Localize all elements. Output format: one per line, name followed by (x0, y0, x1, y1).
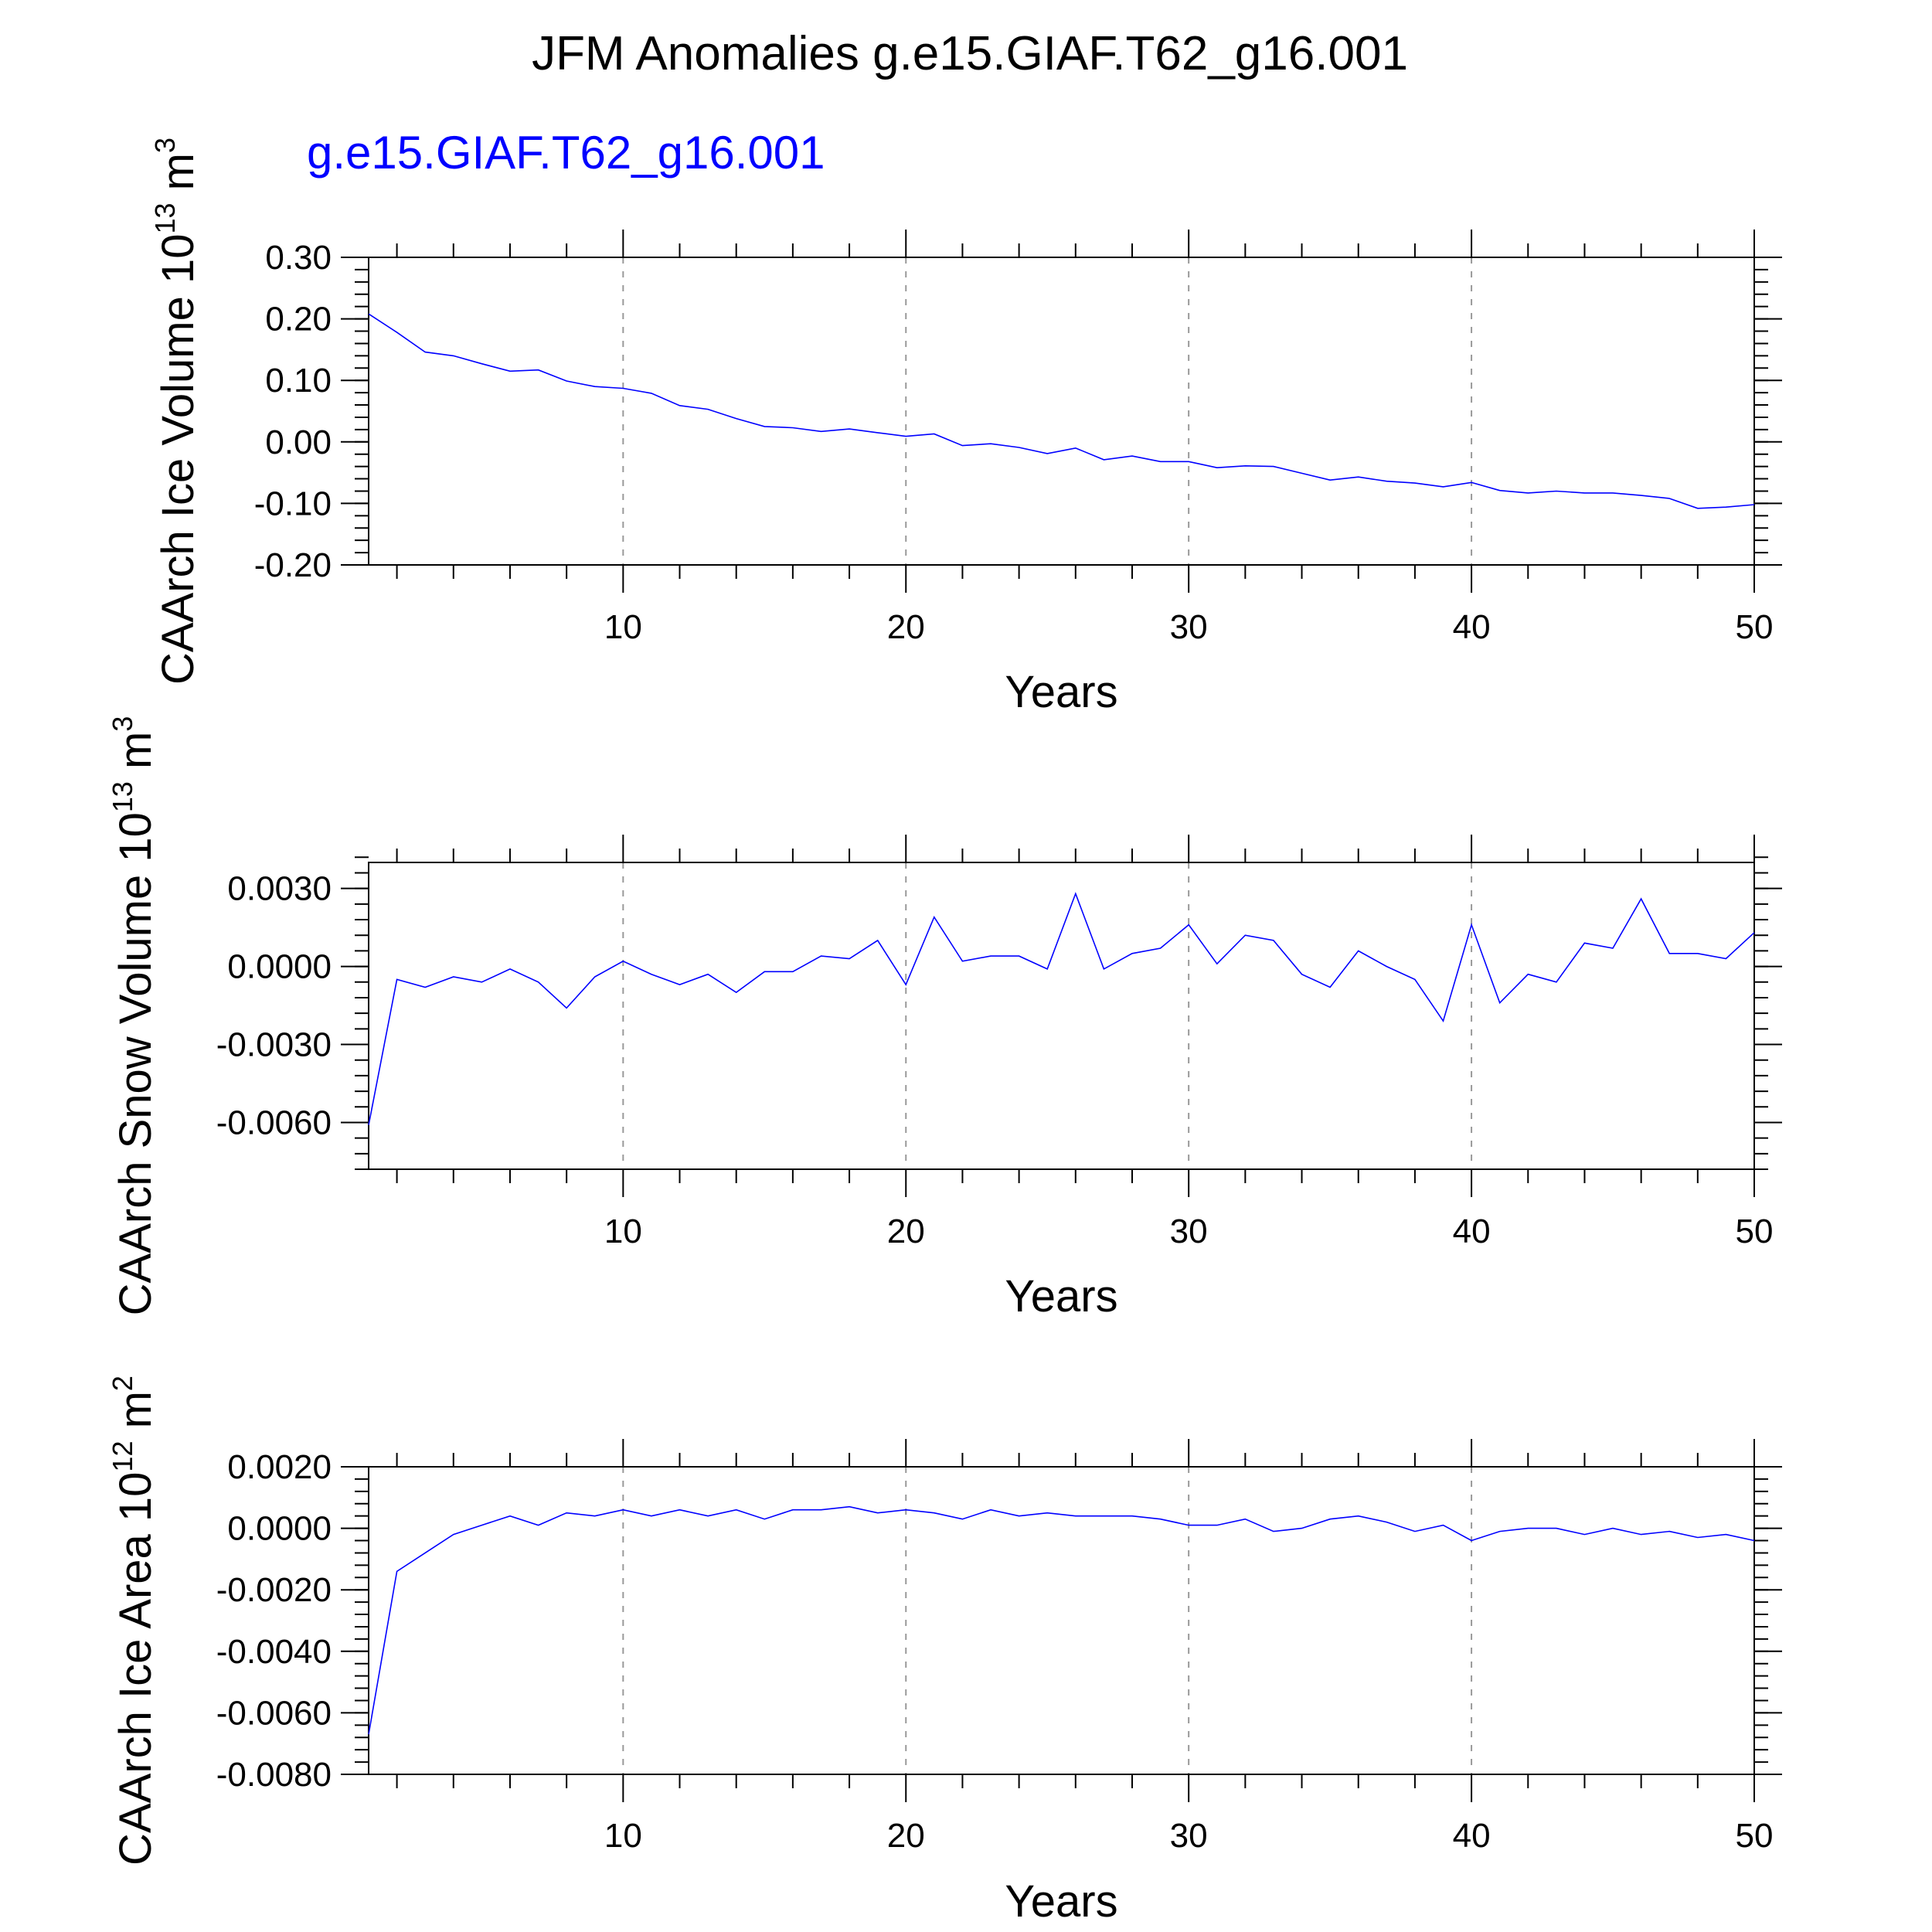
y-tick-label: -0.10 (254, 485, 332, 522)
y-axis-label-name: CAArch Ice Area 10 (111, 1472, 161, 1866)
chart-title: JFM Anomalies g.e15.GIAF.T62_g16.001 (532, 27, 1408, 80)
plot-frame (368, 1466, 1755, 1775)
x-tick-label: 40 (1453, 608, 1491, 646)
x-tick-label: 30 (1170, 608, 1208, 646)
y-tick-label: 0.30 (265, 239, 332, 277)
chart-panel-3: 10 20 30 40 50 0.0020 0.0000 -0.0020 -0.0040 -0.0… (107, 1376, 1782, 1927)
plot-frame (368, 862, 1755, 1170)
x-tick-label: 30 (1170, 1817, 1208, 1855)
x-tick-label: 50 (1736, 1817, 1774, 1855)
y-tick-label: -0.0030 (216, 1026, 332, 1064)
y-tick-label: -0.0060 (216, 1694, 332, 1732)
data-series-line (368, 1505, 1755, 1735)
y-axis-label-exponent: 13 (107, 781, 138, 812)
y-tick-label: 0.20 (265, 301, 332, 338)
x-tick-label: 20 (887, 608, 925, 646)
y-tick-label: 0.10 (265, 362, 332, 400)
y-axis-label-unit-exponent: 2 (107, 1376, 138, 1391)
x-tick-label: 20 (887, 1817, 925, 1855)
y-tick-label: -0.20 (254, 546, 332, 584)
y-tick-label: 0.0000 (227, 1510, 332, 1548)
chart-panel-2: 10 20 30 40 50 0.0030 0.0000 -0.0030 -0.0060 Year… (107, 716, 1782, 1321)
y-axis-label: CAArch Ice Volume 1013 m3 (149, 138, 203, 685)
y-axis-label-unit-exponent: 3 (149, 138, 181, 153)
x-tick-label: 40 (1453, 1817, 1491, 1855)
y-axis-label: CAArch Ice Area 1012 m2 (107, 1376, 161, 1866)
y-axis-label-unit-exponent: 3 (107, 716, 138, 732)
y-axis-label-name: CAArch Ice Volume 10 (153, 234, 203, 685)
y-tick-label: -0.0060 (216, 1104, 332, 1141)
x-tick-label: 50 (1736, 608, 1774, 646)
y-tick-label: -0.0080 (216, 1756, 332, 1794)
x-axis-label: Years (1005, 667, 1117, 717)
y-tick-label: 0.0000 (227, 948, 332, 986)
data-series-line (368, 892, 1755, 1125)
y-axis-label-exponent: 12 (107, 1441, 138, 1472)
y-tick-label: 0.00 (265, 423, 332, 461)
x-axis-label: Years (1005, 1271, 1117, 1321)
y-tick-label: 0.0020 (227, 1448, 332, 1486)
x-tick-label: 50 (1736, 1213, 1774, 1250)
x-tick-label: 40 (1453, 1213, 1491, 1250)
y-tick-label: -0.0020 (216, 1571, 332, 1609)
y-tick-label: 0.0030 (227, 870, 332, 908)
y-axis-label-exponent: 13 (149, 202, 181, 233)
x-tick-label: 20 (887, 1213, 925, 1250)
plot-frame (368, 257, 1755, 566)
x-tick-label: 10 (604, 1213, 642, 1250)
data-series-line (368, 313, 1755, 509)
chart-panel-1: 10 20 30 40 50 0.30 0.20 0.10 0.00 -0.10 -0.20 Year… (149, 138, 1782, 717)
y-tick-label: -0.0040 (216, 1633, 332, 1671)
y-axis-label-unit: m (111, 732, 161, 781)
y-axis-label: CAArch Snow Volume 1013 m3 (107, 716, 161, 1316)
x-axis-label: Years (1005, 1876, 1117, 1927)
x-tick-label: 10 (604, 608, 642, 646)
x-tick-label: 30 (1170, 1213, 1208, 1250)
y-axis-label-unit: m (153, 153, 203, 202)
x-tick-label: 10 (604, 1817, 642, 1855)
series-legend-label: g.e15.GIAF.T62_g16.001 (307, 127, 825, 179)
y-axis-label-name: CAArch Snow Volume 10 (111, 812, 161, 1315)
y-axis-label-unit: m (111, 1391, 161, 1440)
